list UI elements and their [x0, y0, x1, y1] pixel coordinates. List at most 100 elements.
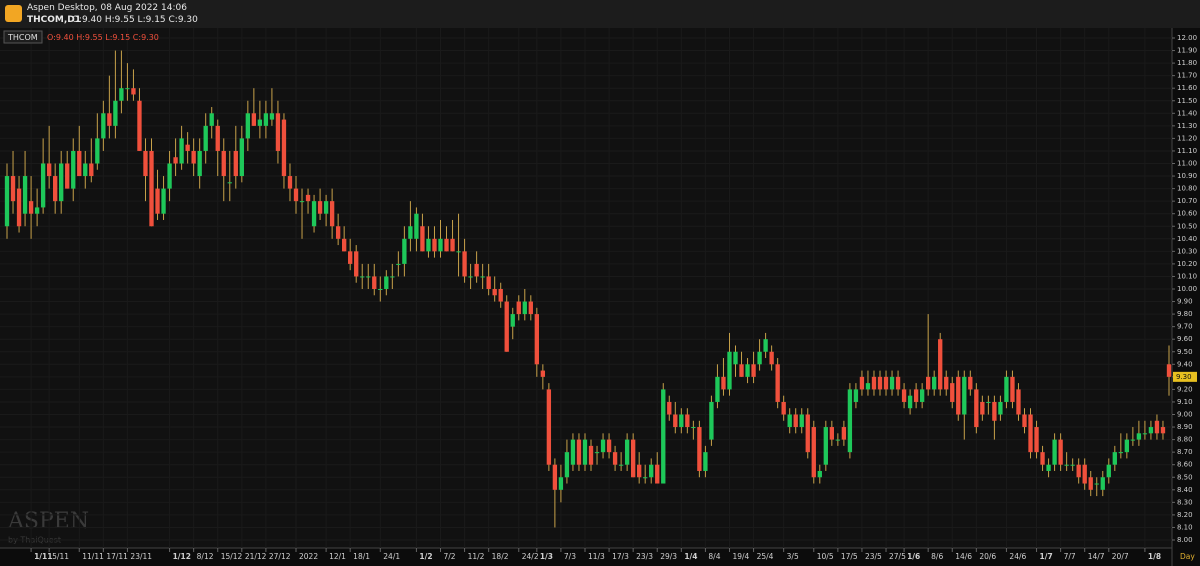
candle-body [1034, 427, 1039, 453]
candle-body [1142, 433, 1148, 435]
symbol: THCOM,D1 [27, 15, 82, 25]
candle-body [107, 113, 112, 126]
x-tick-label: 25/4 [757, 552, 774, 561]
y-tick-label: 10.50 [1177, 222, 1197, 230]
candle-body [841, 427, 847, 440]
candle-body [811, 427, 816, 478]
candle-body [432, 238, 437, 252]
candle-body [227, 182, 232, 184]
candle-body [173, 157, 178, 164]
candle-body [1160, 427, 1166, 434]
candle-body [22, 176, 28, 214]
candle-body [1154, 420, 1160, 434]
candle-body [612, 452, 618, 465]
candle-body [101, 113, 106, 139]
y-tick-label: 9.20 [1177, 385, 1193, 393]
y-tick-label: 10.00 [1177, 285, 1197, 293]
candle-body [215, 125, 220, 151]
candle-body [504, 301, 509, 352]
candle-body [775, 364, 780, 402]
candle-body [558, 477, 564, 490]
candle-body [125, 88, 130, 90]
y-tick-label: 9.60 [1177, 335, 1193, 343]
candle-body [739, 364, 744, 377]
candle-body [40, 163, 46, 208]
candle-body [46, 163, 52, 177]
x-tick-label: 27/5 [889, 552, 906, 561]
candle-body [354, 251, 359, 277]
candle-body [390, 276, 395, 278]
candle-body [944, 376, 949, 390]
candle-body [16, 188, 22, 227]
x-tick-label: 14/6 [955, 552, 972, 561]
candle-body [667, 401, 672, 415]
candle-body [1130, 439, 1136, 441]
candle-body [1082, 464, 1087, 484]
candle-body [161, 188, 166, 214]
candle-body [1100, 477, 1105, 490]
candle-body [281, 119, 287, 177]
x-tick-label: 23/3 [636, 552, 653, 561]
x-tick-label: 20/6 [979, 552, 996, 561]
candle-body [901, 389, 907, 402]
candle-body [564, 452, 570, 478]
candle-body [516, 301, 521, 315]
candle-body [59, 163, 64, 202]
price-axis [1172, 28, 1200, 566]
x-tick-label: 1/2 [419, 552, 432, 561]
candle-body [293, 188, 299, 202]
candle-body [757, 351, 762, 365]
x-tick-label: 2022 [299, 552, 318, 561]
y-tick-label: 9.70 [1177, 323, 1193, 331]
x-tick-label: 18/2 [492, 552, 509, 561]
candle-body [691, 427, 696, 429]
candle-body [600, 439, 606, 453]
x-tick-label: 14/7 [1088, 552, 1105, 561]
candle-body [974, 389, 979, 428]
candle-body [251, 113, 257, 126]
candle-body [1136, 433, 1142, 440]
y-tick-label: 11.90 [1177, 47, 1197, 55]
candle-body [528, 301, 533, 315]
candle-body [745, 364, 750, 377]
candle-body [414, 213, 419, 239]
candle-body [895, 376, 901, 390]
x-tick-label: 20/7 [1112, 552, 1129, 561]
last-price-tag [1173, 371, 1197, 382]
candle-body [1070, 464, 1075, 466]
candle-body [360, 276, 365, 278]
candle-body [28, 201, 34, 214]
last-price-label: 9.30 [1176, 373, 1192, 381]
candle-body [348, 251, 353, 264]
candle-body [763, 339, 768, 352]
y-tick-label: 8.10 [1177, 523, 1193, 531]
candle-body [871, 376, 877, 390]
x-tick-label: 17/5 [841, 552, 858, 561]
x-tick-label: 5/11 [52, 552, 69, 561]
candle-body [709, 401, 714, 440]
y-tick-label: 11.50 [1177, 97, 1197, 105]
candle-body [799, 414, 804, 428]
candle-body [474, 263, 479, 277]
candle-body [131, 88, 136, 95]
y-tick-label: 9.80 [1177, 310, 1193, 318]
candle-body [1148, 427, 1154, 434]
window-title: Aspen Desktop, 08 Aug 2022 14:06 [27, 3, 187, 13]
candle-body [323, 201, 329, 214]
candle-body [637, 464, 642, 478]
candle-body [992, 401, 997, 421]
candle-body [534, 314, 539, 365]
candle-body [137, 100, 142, 151]
y-tick-label: 8.00 [1177, 536, 1193, 544]
candle-body [492, 289, 497, 296]
x-tick-label: 1/4 [684, 552, 697, 561]
candle-body [167, 163, 172, 189]
candle-body [769, 351, 774, 365]
candle-body [1010, 376, 1015, 402]
candle-body [1022, 414, 1027, 428]
candle-body [522, 301, 527, 315]
candle-body [859, 376, 865, 390]
y-tick-label: 8.20 [1177, 511, 1193, 519]
y-tick-label: 8.30 [1177, 498, 1193, 506]
